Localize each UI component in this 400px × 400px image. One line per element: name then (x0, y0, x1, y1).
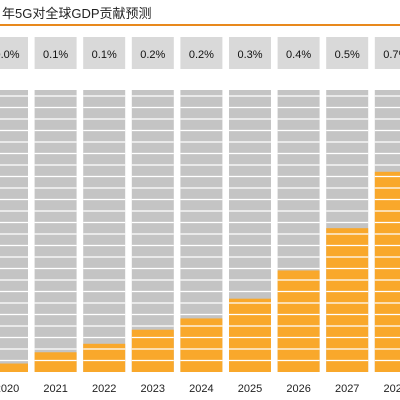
value-label: 0.1% (43, 49, 68, 61)
x-tick-label: 2024 (189, 383, 213, 395)
value-label-box (83, 37, 126, 69)
value-bar (277, 270, 320, 372)
value-label-box (0, 37, 28, 69)
x-tick-label: 2021 (43, 383, 67, 395)
value-label-box (374, 37, 400, 69)
value-label: 0.7% (383, 49, 400, 61)
value-label-box (277, 37, 320, 69)
value-label: 0.5% (335, 49, 360, 61)
value-label: 0.0% (0, 49, 20, 61)
value-bar (83, 343, 126, 372)
x-tick-label: 2026 (286, 383, 310, 395)
x-tick-label: 2025 (238, 383, 262, 395)
background-bar (0, 90, 28, 372)
x-tick-label: 2020 (0, 383, 19, 395)
value-label: 0.1% (92, 49, 117, 61)
x-tick-label: 2022 (92, 383, 116, 395)
background-bar (131, 90, 174, 372)
x-tick-label: 2023 (141, 383, 165, 395)
value-bar (180, 318, 223, 372)
value-bar (374, 171, 400, 372)
value-label-box (326, 37, 369, 69)
value-bar (131, 329, 174, 372)
value-label-box (34, 37, 77, 69)
value-bar (229, 298, 271, 372)
value-label-box (229, 37, 271, 69)
value-bar (0, 363, 28, 372)
background-bar (83, 90, 126, 372)
value-label: 0.2% (189, 49, 214, 61)
x-tick-label: 2027 (335, 383, 359, 395)
value-label-box (131, 37, 174, 69)
value-label-box (180, 37, 223, 69)
x-tick-label: 2028 (384, 383, 400, 395)
value-label: 0.3% (237, 49, 262, 61)
chart-title: 年5G对全球GDP贡献预测 (2, 6, 152, 21)
value-bar (326, 228, 369, 372)
background-bar (34, 90, 77, 372)
value-label: 0.2% (140, 49, 165, 61)
title-rule (0, 24, 400, 26)
value-label: 0.4% (286, 49, 311, 61)
value-bar (34, 352, 77, 372)
